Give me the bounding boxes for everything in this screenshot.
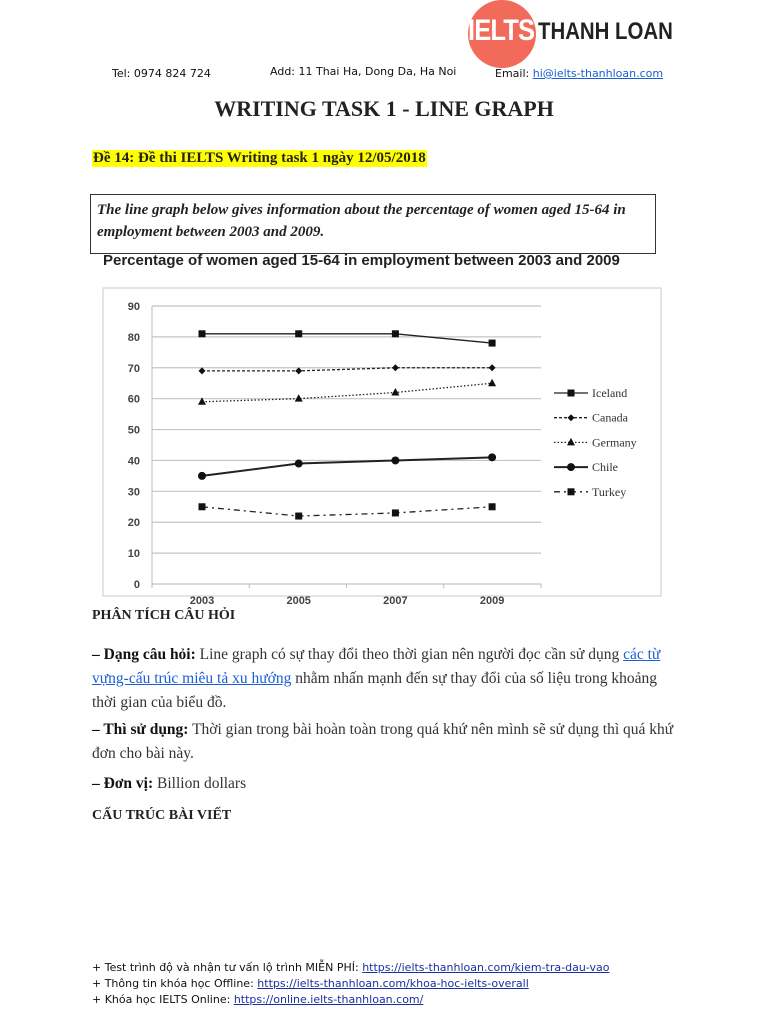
- y-tick-label: 80: [128, 332, 140, 344]
- data-point-germany: [391, 387, 400, 396]
- series-line-germany: [201, 382, 493, 403]
- series-line-canada: [202, 367, 493, 372]
- footer-label: + Thông tin khóa học Offline:: [92, 977, 258, 990]
- footer-link-offline[interactable]: https://ielts-thanhloan.com/khoa-hoc-iel…: [257, 977, 529, 990]
- legend-marker-turkey: [567, 488, 575, 496]
- q-type-label: – Dạng câu hỏi:: [92, 646, 196, 663]
- legend-marker-chile: [567, 463, 575, 472]
- y-tick-label: 30: [128, 486, 140, 498]
- series-line-chile: [201, 456, 493, 477]
- data-point-iceland: [488, 339, 496, 347]
- data-point-canada: [488, 364, 496, 372]
- x-tick-label: 2009: [480, 595, 504, 607]
- header-email: Email: hi@ielts-thanhloan.com: [495, 67, 663, 80]
- legend-label-germany: Germany: [592, 435, 637, 449]
- data-point-chile: [294, 459, 303, 468]
- footer-line: + Test trình độ và nhận tư vấn lộ trình …: [92, 960, 609, 976]
- question-type-paragraph: – Dạng câu hỏi: Line graph có sự thay đổ…: [92, 643, 677, 715]
- q-type-text-2: nhằm nhấn mạnh đến sự thay đổi của số li…: [92, 670, 658, 711]
- data-point-germany: [198, 397, 206, 405]
- y-tick-label: 10: [128, 548, 140, 560]
- footer-link-online[interactable]: https://online.ielts-thanhloan.com/: [233, 993, 424, 1006]
- y-tick-label: 50: [128, 425, 140, 437]
- footer-label: + Test trình độ và nhận tư vấn lộ trình …: [92, 961, 363, 974]
- unit-text: Billion dollars: [153, 775, 247, 792]
- series-line-turkey: [201, 506, 493, 517]
- footer-label: + Khóa học IELTS Online:: [92, 993, 234, 1006]
- x-tick-label: 2007: [383, 595, 407, 607]
- y-tick-label: 90: [128, 301, 140, 313]
- structure-heading: CẤU TRÚC BÀI VIẾT: [92, 808, 232, 823]
- data-point-turkey: [295, 512, 303, 520]
- data-point-chile: [488, 453, 497, 462]
- unit-paragraph: – Đơn vị: Billion dollars: [92, 772, 677, 796]
- footer-link-test[interactable]: https://ielts-thanhloan.com/kiem-tra-dau…: [362, 961, 610, 974]
- footer-links: + Test trình độ và nhận tư vấn lộ trình …: [92, 960, 609, 1008]
- data-point-canada: [391, 364, 399, 372]
- legend-marker-germany: [567, 437, 575, 446]
- x-tick-label: 2005: [286, 595, 310, 607]
- q-type-text: Line graph có sự thay đổi theo thời gian…: [195, 646, 624, 663]
- unit-label: – Đơn vị:: [92, 775, 154, 792]
- data-point-turkey: [391, 509, 399, 517]
- trend-vocab-link[interactable]: các từ vựng-cấu trúc miêu tả xu hướng: [92, 646, 661, 687]
- logo-circle: [468, 0, 536, 68]
- tense-label: – Thì sử dụng:: [92, 721, 189, 738]
- data-point-turkey: [488, 503, 496, 511]
- data-point-germany: [294, 394, 303, 402]
- y-tick-label: 40: [128, 455, 140, 467]
- logo-name-text: THANH LOAN: [538, 18, 673, 45]
- data-point-iceland: [391, 330, 399, 338]
- legend-marker-canada: [567, 414, 575, 422]
- series-line-iceland: [202, 333, 493, 344]
- exam-subtitle: Đề 14: Đề thi IELTS Writing task 1 ngày …: [92, 150, 427, 167]
- y-tick-label: 20: [128, 517, 140, 529]
- data-point-chile: [391, 456, 400, 465]
- email-link[interactable]: hi@ielts-thanhloan.com: [532, 67, 664, 80]
- y-tick-label: 60: [128, 394, 140, 406]
- y-tick-label: 0: [134, 579, 140, 591]
- footer-line: + Thông tin khóa học Offline: https://ie…: [92, 976, 609, 992]
- y-tick-label: 70: [128, 363, 140, 375]
- page-title: WRITING TASK 1 - LINE GRAPH: [214, 96, 554, 121]
- legend-label-turkey: Turkey: [592, 485, 626, 499]
- data-point-iceland: [295, 330, 303, 338]
- data-point-germany: [488, 378, 497, 387]
- tense-text: Thời gian trong bài hoàn toàn trong quá …: [92, 721, 674, 762]
- header-tel: Tel: 0974 824 724: [112, 67, 211, 80]
- analysis-heading: PHÂN TÍCH CÂU HỎI: [92, 608, 236, 623]
- legend-marker-iceland: [567, 389, 575, 397]
- footer-line: + Khóa học IELTS Online: https://online.…: [92, 992, 609, 1008]
- tense-paragraph: – Thì sử dụng: Thời gian trong bài hoàn …: [92, 718, 677, 766]
- legend-label-canada: Canada: [592, 411, 629, 425]
- data-point-canada: [295, 367, 303, 375]
- email-label: Email:: [495, 67, 533, 80]
- logo-ielts-text: IELTS: [468, 14, 535, 47]
- x-tick-label: 2003: [190, 595, 214, 607]
- data-point-iceland: [198, 330, 206, 338]
- chart-title: Percentage of women aged 15-64 in employ…: [103, 252, 620, 269]
- data-point-canada: [198, 367, 206, 375]
- legend-label-chile: Chile: [592, 460, 618, 474]
- legend-label-iceland: Iceland: [592, 386, 627, 400]
- data-point-turkey: [198, 503, 206, 511]
- task-prompt: The line graph below gives information a…: [90, 194, 656, 254]
- header-address: Add: 11 Thai Ha, Dong Da, Ha Noi: [270, 65, 457, 78]
- data-point-chile: [198, 471, 206, 480]
